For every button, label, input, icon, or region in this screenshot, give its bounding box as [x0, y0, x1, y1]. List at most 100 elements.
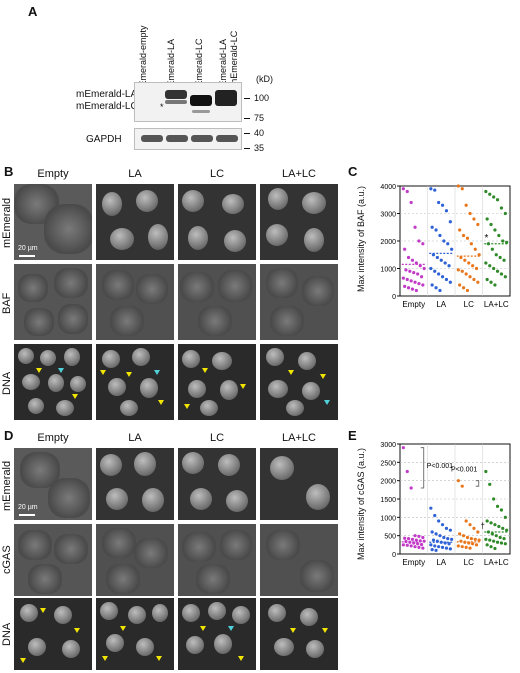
data-point	[413, 534, 417, 538]
x-category-label: LA	[436, 300, 446, 309]
data-point	[403, 247, 407, 251]
data-point	[468, 211, 472, 216]
row-label-la: mEmerald-LA	[76, 89, 138, 100]
data-point	[488, 538, 492, 542]
band-lalc	[215, 90, 237, 106]
data-point	[464, 272, 468, 276]
d-img-memerald-lalc	[260, 448, 338, 520]
data-point	[471, 542, 475, 546]
data-point	[460, 484, 464, 488]
data-point	[503, 515, 507, 519]
band-lc-2	[192, 110, 210, 113]
data-point	[464, 203, 468, 207]
data-point	[405, 469, 409, 474]
data-point	[401, 276, 405, 280]
data-point	[490, 532, 494, 536]
data-point	[484, 537, 488, 541]
data-point	[461, 286, 466, 290]
b-img-memerald-empty: 20 µm	[14, 184, 92, 260]
data-point	[410, 287, 415, 291]
data-point	[437, 272, 441, 276]
data-point	[477, 538, 481, 542]
b-img-baf-la	[96, 264, 174, 340]
data-point	[490, 247, 494, 251]
data-point	[460, 187, 464, 191]
d-img-memerald-la	[96, 448, 174, 520]
data-point	[405, 543, 409, 547]
data-point	[493, 546, 497, 551]
data-point	[458, 532, 462, 536]
b-scalebar	[19, 255, 35, 257]
data-point	[431, 538, 436, 542]
x-category-label: LA	[436, 558, 446, 567]
data-point	[489, 280, 493, 284]
data-point	[476, 280, 480, 284]
data-point	[410, 537, 415, 541]
d-scalebar	[19, 514, 35, 516]
bracket-2	[475, 480, 480, 487]
data-point	[461, 233, 466, 238]
data-point	[417, 239, 421, 243]
panel-letter-a: A	[28, 4, 38, 19]
data-point	[419, 542, 424, 547]
data-point	[485, 217, 489, 221]
data-point	[497, 524, 501, 529]
data-point	[484, 469, 488, 474]
data-point	[505, 528, 509, 532]
mw-tick-75	[244, 118, 250, 119]
row-label-lc: mEmerald-LC	[76, 101, 138, 112]
band-lc	[190, 95, 212, 106]
b-row-dna: DNA	[1, 371, 13, 395]
band-gapdh-4	[216, 135, 238, 142]
data-point	[456, 184, 460, 188]
data-point	[503, 542, 507, 546]
data-point	[492, 539, 496, 543]
d-img-memerald-lc	[178, 448, 256, 520]
data-point	[494, 534, 498, 538]
data-point	[450, 247, 454, 251]
blot-upper	[134, 82, 242, 122]
data-point	[465, 236, 470, 240]
data-point	[468, 546, 472, 550]
b-img-memerald-lc	[178, 184, 256, 260]
data-point	[468, 523, 472, 527]
y-tick-label: 1000	[380, 267, 396, 274]
plot-e: 0 500 1000 1500 2000 2500 3000 Empty LA LC LA+LC P<…	[380, 442, 511, 567]
b-row-memerald: mEmerald	[1, 197, 13, 249]
y-tick-label: 4000	[380, 184, 396, 191]
data-point	[447, 264, 451, 268]
y-tick-label: 2000	[380, 239, 396, 246]
data-point	[502, 537, 506, 541]
data-point	[464, 545, 468, 549]
data-point	[437, 200, 441, 205]
data-point	[404, 268, 408, 272]
data-point	[495, 504, 500, 508]
d-img-dna-la	[96, 598, 174, 670]
data-point	[456, 268, 460, 272]
x-category-label: LA+LC	[484, 558, 509, 567]
data-point	[501, 526, 505, 530]
data-point	[446, 242, 450, 246]
band-gapdh-2	[166, 135, 188, 142]
data-point	[417, 545, 421, 549]
x-category-label: Empty	[402, 300, 425, 309]
data-point	[413, 545, 417, 549]
data-point	[405, 277, 409, 282]
y-tick-label: 0	[392, 294, 396, 301]
data-point	[448, 547, 452, 551]
data-point	[417, 534, 421, 538]
data-point	[502, 258, 506, 262]
data-point	[499, 541, 504, 545]
data-point	[409, 279, 413, 283]
data-point	[444, 209, 449, 213]
b-col-la: LA	[128, 168, 142, 180]
y-tick-label: 3000	[380, 212, 396, 219]
data-point	[421, 535, 425, 540]
panel-letter-b: B	[4, 164, 14, 179]
d-img-cgas-la	[96, 524, 174, 596]
mw-tick-100	[244, 98, 250, 99]
data-point	[429, 266, 433, 271]
y-tick-label: 2000	[380, 479, 396, 486]
d-row-dna: DNA	[1, 622, 13, 646]
data-point	[493, 228, 497, 232]
